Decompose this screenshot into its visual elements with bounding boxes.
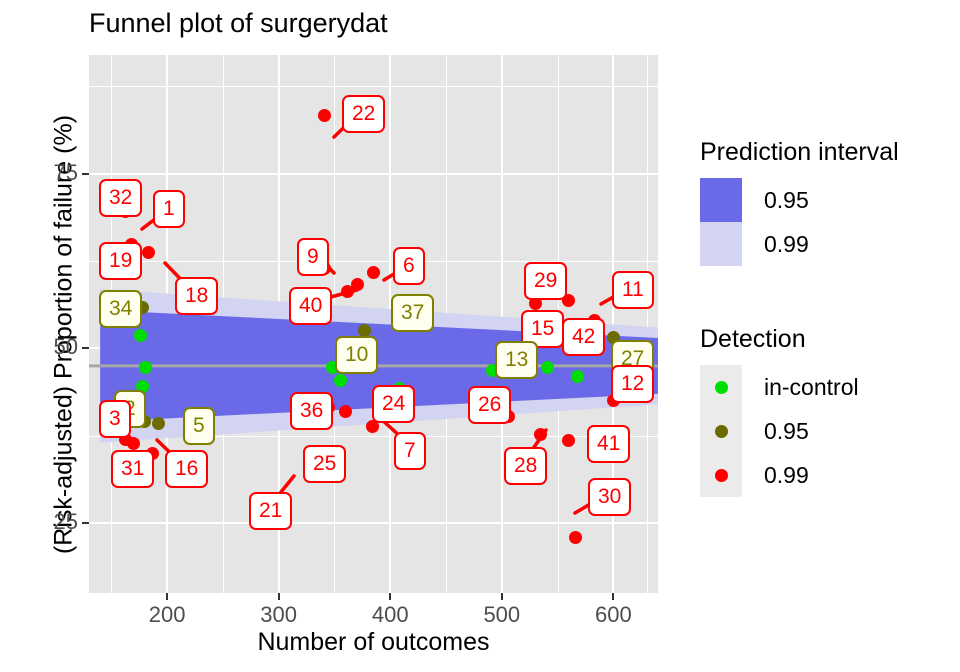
point-label-9[interactable]: 9 <box>297 238 329 276</box>
y-axis-tick-label: 75 <box>53 159 78 185</box>
legend-swatch <box>700 222 742 266</box>
y-axis-tick-label: 25 <box>53 509 78 535</box>
legend-point-marker <box>714 424 728 438</box>
point-label-40[interactable]: 40 <box>289 287 333 325</box>
x-axis-tick-label: 200 <box>148 602 186 627</box>
x-axis-tick <box>500 593 503 600</box>
data-point[interactable] <box>333 374 347 388</box>
point-label-11[interactable]: 11 <box>612 271 654 309</box>
point-label-31[interactable]: 31 <box>111 450 155 488</box>
point-label-37[interactable]: 37 <box>391 294 435 332</box>
point-label-24[interactable]: 24 <box>372 385 416 423</box>
legend-title-prediction-interval: Prediction interval <box>700 138 899 166</box>
x-axis-tick <box>277 593 280 600</box>
gridline-y-major <box>89 522 658 525</box>
legend-point-marker <box>714 380 728 394</box>
data-point[interactable] <box>568 531 582 545</box>
legend-row-interval-0.99: 0.99 <box>700 222 899 266</box>
legend-row-interval-0.95: 0.95 <box>700 178 899 222</box>
point-label-1[interactable]: 1 <box>153 190 185 228</box>
legend-row-detection-0.99: 0.99 <box>700 453 859 497</box>
x-axis-tick-label: 500 <box>483 602 521 627</box>
point-label-29[interactable]: 29 <box>524 262 568 300</box>
legend-key-background <box>700 365 742 409</box>
point-label-7[interactable]: 7 <box>394 432 426 470</box>
data-point[interactable] <box>571 369 585 383</box>
data-point[interactable] <box>562 294 576 308</box>
data-point[interactable] <box>562 434 576 448</box>
page-title: Funnel plot of surgerydat <box>89 8 388 38</box>
data-point[interactable] <box>133 329 147 343</box>
x-axis-tick-label: 300 <box>260 602 298 627</box>
prediction-interval-bands <box>89 289 658 443</box>
data-point[interactable] <box>541 360 555 374</box>
legend-point-entries: in-control 0.95 0.99 <box>700 365 859 497</box>
point-label-6[interactable]: 6 <box>393 247 425 285</box>
point-label-16[interactable]: 16 <box>165 450 209 488</box>
gridline-y-minor <box>89 86 658 88</box>
data-point[interactable] <box>317 109 331 123</box>
data-point[interactable] <box>365 420 379 434</box>
y-axis-tick <box>82 347 89 350</box>
legend-label: 0.95 <box>764 186 809 213</box>
legend-label: 0.95 <box>764 417 809 444</box>
x-axis-tick <box>389 593 392 600</box>
data-point[interactable] <box>339 404 353 418</box>
data-point[interactable] <box>127 436 141 450</box>
point-label-22[interactable]: 22 <box>342 95 386 133</box>
point-label-42[interactable]: 42 <box>562 318 606 356</box>
gridline-y-major <box>89 172 658 175</box>
point-label-19[interactable]: 19 <box>99 242 143 280</box>
y-axis-tick <box>82 172 89 175</box>
y-axis-tick <box>82 522 89 525</box>
point-label-28[interactable]: 28 <box>504 447 548 485</box>
legend-label: in-control <box>764 373 859 400</box>
point-label-41[interactable]: 41 <box>587 425 631 463</box>
data-point[interactable] <box>351 277 365 291</box>
plot-panel <box>89 55 658 593</box>
gridline-x-major <box>612 55 615 593</box>
y-axis-tick-label: 50 <box>53 334 78 360</box>
gridline-x-minor <box>646 55 648 593</box>
legend-point-marker <box>714 468 728 482</box>
legend-label: 0.99 <box>764 230 809 257</box>
legend-row-detection-0.95: 0.95 <box>700 409 859 453</box>
data-point[interactable] <box>367 266 380 280</box>
x-axis-tick-label: 400 <box>371 602 409 627</box>
legend-swatch <box>700 178 742 222</box>
data-point[interactable] <box>139 360 153 374</box>
x-axis-tick-label: 600 <box>595 602 632 627</box>
point-label-36[interactable]: 36 <box>290 392 334 430</box>
point-label-26[interactable]: 26 <box>468 386 512 424</box>
gridline-y-minor <box>89 435 658 437</box>
point-label-34[interactable]: 34 <box>99 290 143 328</box>
legend-title-detection: Detection <box>700 325 806 353</box>
point-label-21[interactable]: 21 <box>249 492 293 530</box>
point-label-30[interactable]: 30 <box>588 478 632 516</box>
point-label-18[interactable]: 18 <box>175 277 219 315</box>
point-label-12[interactable]: 12 <box>611 365 655 403</box>
point-label-5[interactable]: 5 <box>183 407 215 445</box>
point-label-32[interactable]: 32 <box>99 179 143 217</box>
point-label-13[interactable]: 13 <box>495 341 539 379</box>
data-point[interactable] <box>136 379 150 393</box>
legend-detection: Detection in-control 0.95 0.99 <box>700 325 859 497</box>
legend-fill-entries: 0.95 0.99 <box>700 178 899 266</box>
legend-row-detection-in-control: in-control <box>700 365 859 409</box>
data-point[interactable] <box>151 417 165 431</box>
legend-prediction-interval: Prediction interval 0.95 0.99 <box>700 138 899 266</box>
x-axis-title: Number of outcomes <box>257 628 490 656</box>
data-point[interactable] <box>358 323 372 337</box>
point-label-10[interactable]: 10 <box>335 336 379 374</box>
x-axis-tick <box>612 593 615 600</box>
x-axis-tick <box>166 593 169 600</box>
data-point[interactable] <box>141 246 155 260</box>
legend-key-background <box>700 409 742 453</box>
legend-key-background <box>700 453 742 497</box>
point-label-25[interactable]: 25 <box>303 445 347 483</box>
point-label-3[interactable]: 3 <box>99 400 131 438</box>
gridline-y-minor <box>89 261 658 263</box>
legend-label: 0.99 <box>764 461 809 488</box>
